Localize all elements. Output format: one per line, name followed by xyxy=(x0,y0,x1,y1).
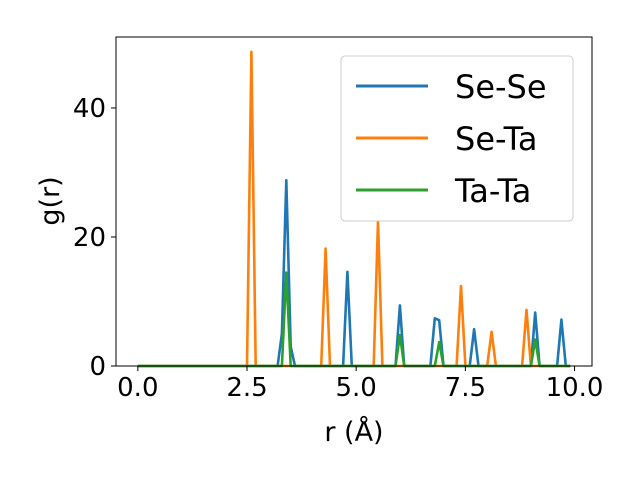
y-axis-label: g(r) xyxy=(35,176,66,225)
y-tick-label: 40 xyxy=(73,94,106,124)
legend: Se-Se Se-Ta Ta-Ta xyxy=(340,55,574,222)
x-tick-label: 0.0 xyxy=(117,373,158,403)
x-tick-label: 5.0 xyxy=(336,373,377,403)
legend-label-2: Ta-Ta xyxy=(454,172,531,210)
y-tick-label: 20 xyxy=(73,223,106,253)
plot-frame xyxy=(115,36,593,367)
x-tick-label: 2.5 xyxy=(226,373,267,403)
x-axis-label: r (Å) xyxy=(324,416,383,448)
legend-label-1: Se-Ta xyxy=(455,120,537,158)
legend-box xyxy=(340,55,574,222)
legend-label-0: Se-Se xyxy=(455,68,547,106)
x-tick-label: 10.0 xyxy=(546,373,604,403)
x-tick-label: 7.5 xyxy=(445,373,486,403)
y-tick-label: 0 xyxy=(89,352,106,382)
axes-layer: 0.0 2.5 5.0 7.5 10.0 0 20 40 xyxy=(73,36,604,403)
